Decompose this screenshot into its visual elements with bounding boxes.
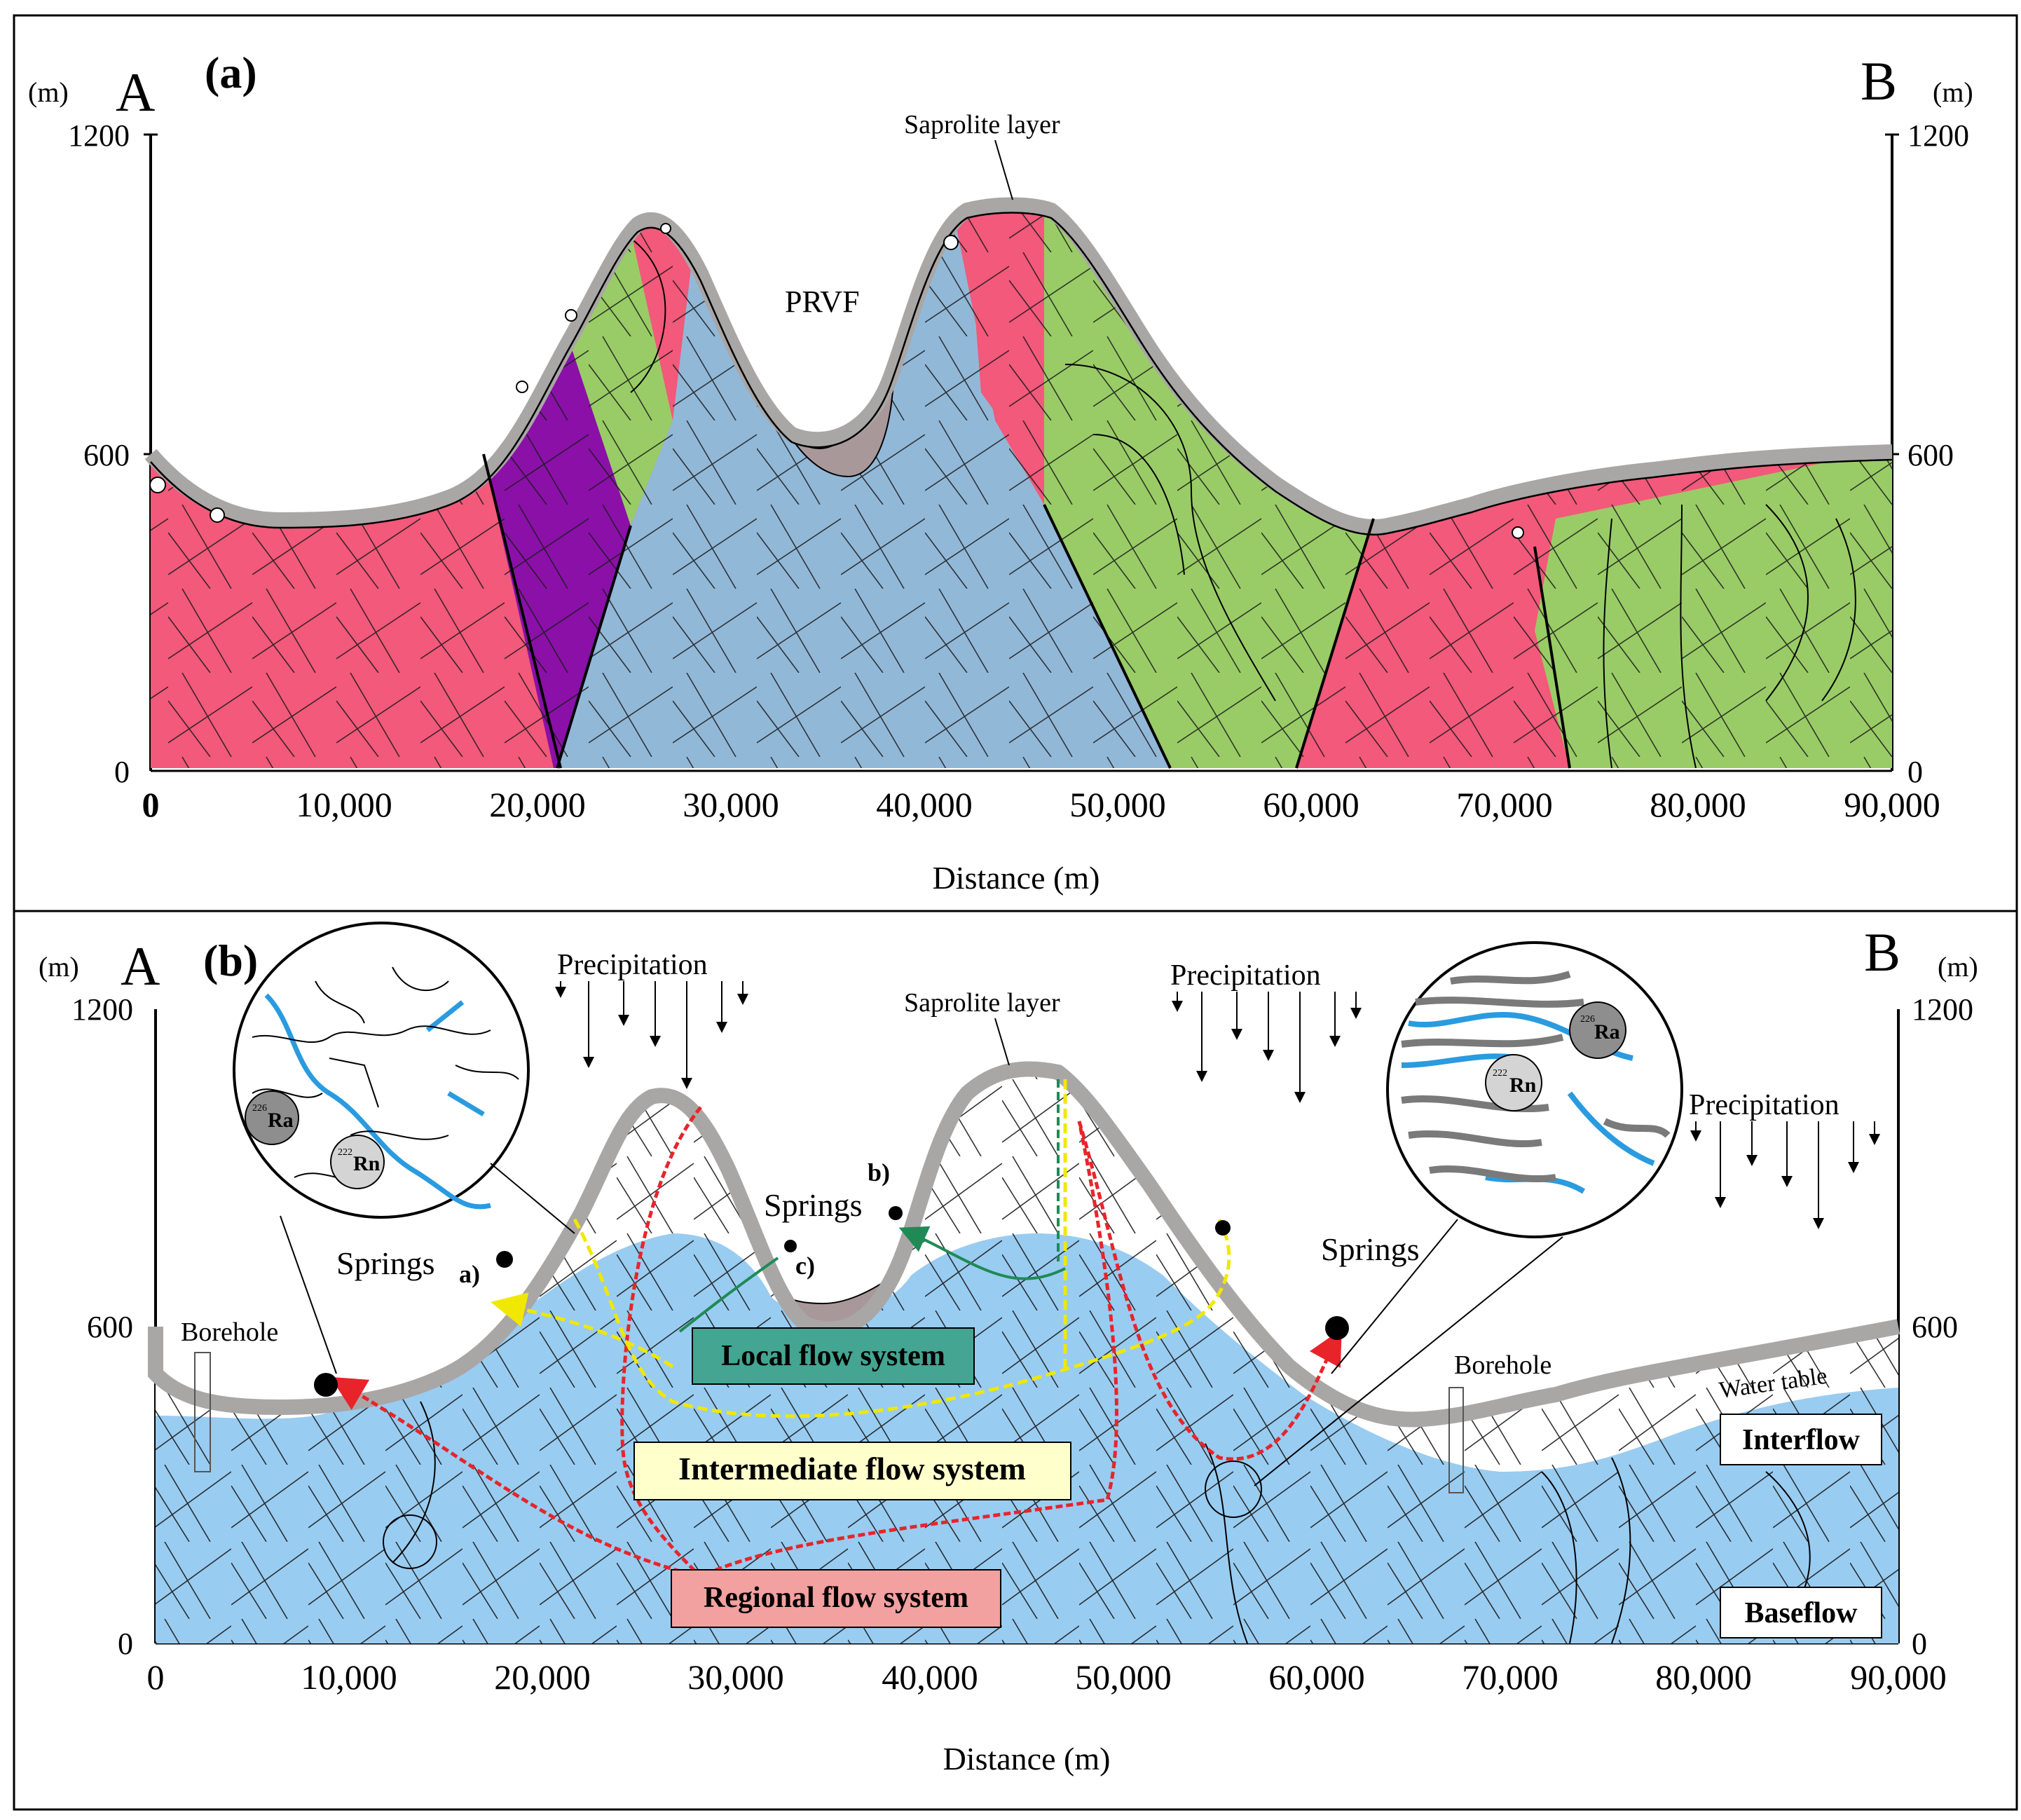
inset-left-rn-mass: 222 [338, 1147, 352, 1158]
springs-label-right: Springs [1321, 1231, 1420, 1267]
springs-label-center: Springs [764, 1187, 863, 1223]
panel-b-x-ticks: 0 10,000 20,000 30,000 40,000 50,000 60,… [147, 1657, 1947, 1697]
spring-point-a: a) [459, 1260, 480, 1288]
local-flow-box [692, 1327, 975, 1385]
regional-flow-path [336, 1106, 1118, 1580]
panel-a-ytick-1200-right: 1200 [1907, 118, 1969, 153]
panel-b-ytick-1200-right: 1200 [1912, 992, 1973, 1027]
panel-b-xtick-9: 90,000 [1850, 1657, 1947, 1697]
panel-a-ytick-0: 0 [114, 755, 130, 789]
baseflow-box [1720, 1587, 1882, 1638]
panel-a-unit-right: (m) [1933, 76, 1973, 108]
spring-point-c: c) [795, 1252, 815, 1280]
local-flow-path [678, 1230, 1066, 1333]
panel-a-ytick-600: 600 [83, 438, 130, 472]
spring-point-b: b) [868, 1158, 890, 1186]
inset-right-rn: Rn [1509, 1074, 1537, 1097]
panel-a-unit-left: (m) [28, 76, 69, 108]
panel-b-xtick-2: 20,000 [494, 1657, 591, 1697]
panel-b-xtick-3: 30,000 [687, 1657, 784, 1697]
panel-b-end-a: A [121, 936, 160, 997]
panel-b-ytick-600-right: 600 [1912, 1310, 1958, 1344]
panel-b-xtick-8: 80,000 [1655, 1657, 1752, 1697]
interflow-box [1720, 1414, 1882, 1465]
panel-b-xtick-1: 10,000 [301, 1657, 397, 1697]
inset-right-rn-mass: 222 [1493, 1068, 1507, 1079]
panel-a: (m) A (a) B (m) 1200 600 0 1200 600 0 [28, 48, 1973, 896]
panel-b-xtick-0: 0 [147, 1657, 165, 1697]
panel-a-xtick-7: 70,000 [1456, 785, 1553, 824]
panel-b-ytick-0: 0 [118, 1627, 133, 1661]
prvf-label: PRVF [785, 285, 860, 319]
precipitation-arrows [555, 981, 1880, 1229]
panel-a-xtick-5: 50,000 [1069, 785, 1166, 824]
panel-b-xtick-7: 70,000 [1462, 1657, 1558, 1697]
borehole-label-left: Borehole [181, 1318, 278, 1347]
panel-a-end-a: A [116, 62, 155, 123]
regional-flow-path-right [1077, 1121, 1342, 1461]
borehole-label-right: Borehole [1454, 1350, 1551, 1380]
panel-a-xtick-6: 60,000 [1263, 785, 1359, 824]
saprolite-layer-a [144, 197, 1893, 535]
inset-right-ra: Ra [1594, 1020, 1620, 1044]
panel-b: (m) A (b) B (m) 1200 600 0 1200 600 0 [39, 922, 1978, 1777]
springs-label-left: Springs [336, 1245, 435, 1281]
panel-a-xtick-1: 10,000 [296, 785, 392, 824]
baseflow-label: Baseflow [1745, 1597, 1858, 1629]
regional-flow-box [671, 1569, 1001, 1628]
panel-b-label: (b) [203, 936, 258, 985]
panel-a-end-b: B [1861, 50, 1897, 111]
panel-b-frame [13, 910, 2018, 1811]
panel-b-ytick-600: 600 [87, 1310, 133, 1344]
panel-b-saprolite-label: Saprolite layer [904, 988, 1060, 1018]
panel-b-xtick-5: 50,000 [1075, 1657, 1172, 1697]
panel-a-xtick-3: 30,000 [683, 785, 779, 824]
inset-left-rn: Rn [353, 1152, 381, 1175]
regional-flow-label: Regional flow system [704, 1582, 968, 1614]
panel-a-xtick-8: 80,000 [1650, 785, 1746, 824]
panel-b-unit-left: (m) [39, 951, 79, 983]
panel-b-ytick-1200: 1200 [71, 992, 133, 1027]
intermediate-flow-label: Intermediate flow system [678, 1451, 1026, 1486]
panel-a-xtick-0: 0 [142, 785, 160, 824]
precipitation-label-2: Precipitation [1170, 959, 1321, 992]
local-flow-label: Local flow system [721, 1340, 945, 1372]
precipitation-label-1: Precipitation [557, 949, 708, 981]
panel-a-ytick-600-right: 600 [1907, 438, 1954, 472]
panel-a-ytick-1200: 1200 [68, 118, 130, 153]
panel-a-label: (a) [205, 48, 257, 97]
panel-b-xtick-4: 40,000 [882, 1657, 978, 1697]
inset-right-ra-mass: 226 [1580, 1014, 1595, 1025]
panel-a-saprolite-label: Saprolite layer [904, 110, 1060, 139]
panel-a-xtick-2: 20,000 [489, 785, 586, 824]
panel-a-xtick-9: 90,000 [1844, 785, 1940, 824]
interflow-label: Interflow [1742, 1424, 1861, 1456]
inset-left-ra: Ra [268, 1109, 294, 1132]
panel-a-xtick-4: 40,000 [876, 785, 973, 824]
panel-b-end-b: B [1864, 922, 1900, 983]
panel-a-ytick-0-right: 0 [1907, 755, 1923, 789]
panel-b-unit-right: (m) [1938, 951, 1978, 983]
panel-b-xtick-6: 60,000 [1268, 1657, 1365, 1697]
inset-right: 226 Ra 222 Rn [1254, 941, 1683, 1486]
intermediate-flow-path [498, 1079, 1231, 1418]
panel-a-x-label: Distance (m) [933, 860, 1100, 896]
panel-b-ytick-0-right: 0 [1912, 1627, 1927, 1661]
inset-left-ra-mass: 226 [252, 1103, 267, 1114]
inset-left: 226 Ra 222 Rn [233, 922, 575, 1374]
panel-a-x-ticks: 0 10,000 20,000 30,000 40,000 50,000 60,… [142, 785, 1940, 824]
intermediate-flow-box [633, 1442, 1071, 1500]
precipitation-label-3: Precipitation [1689, 1089, 1840, 1121]
panel-b-x-label: Distance (m) [943, 1741, 1111, 1777]
